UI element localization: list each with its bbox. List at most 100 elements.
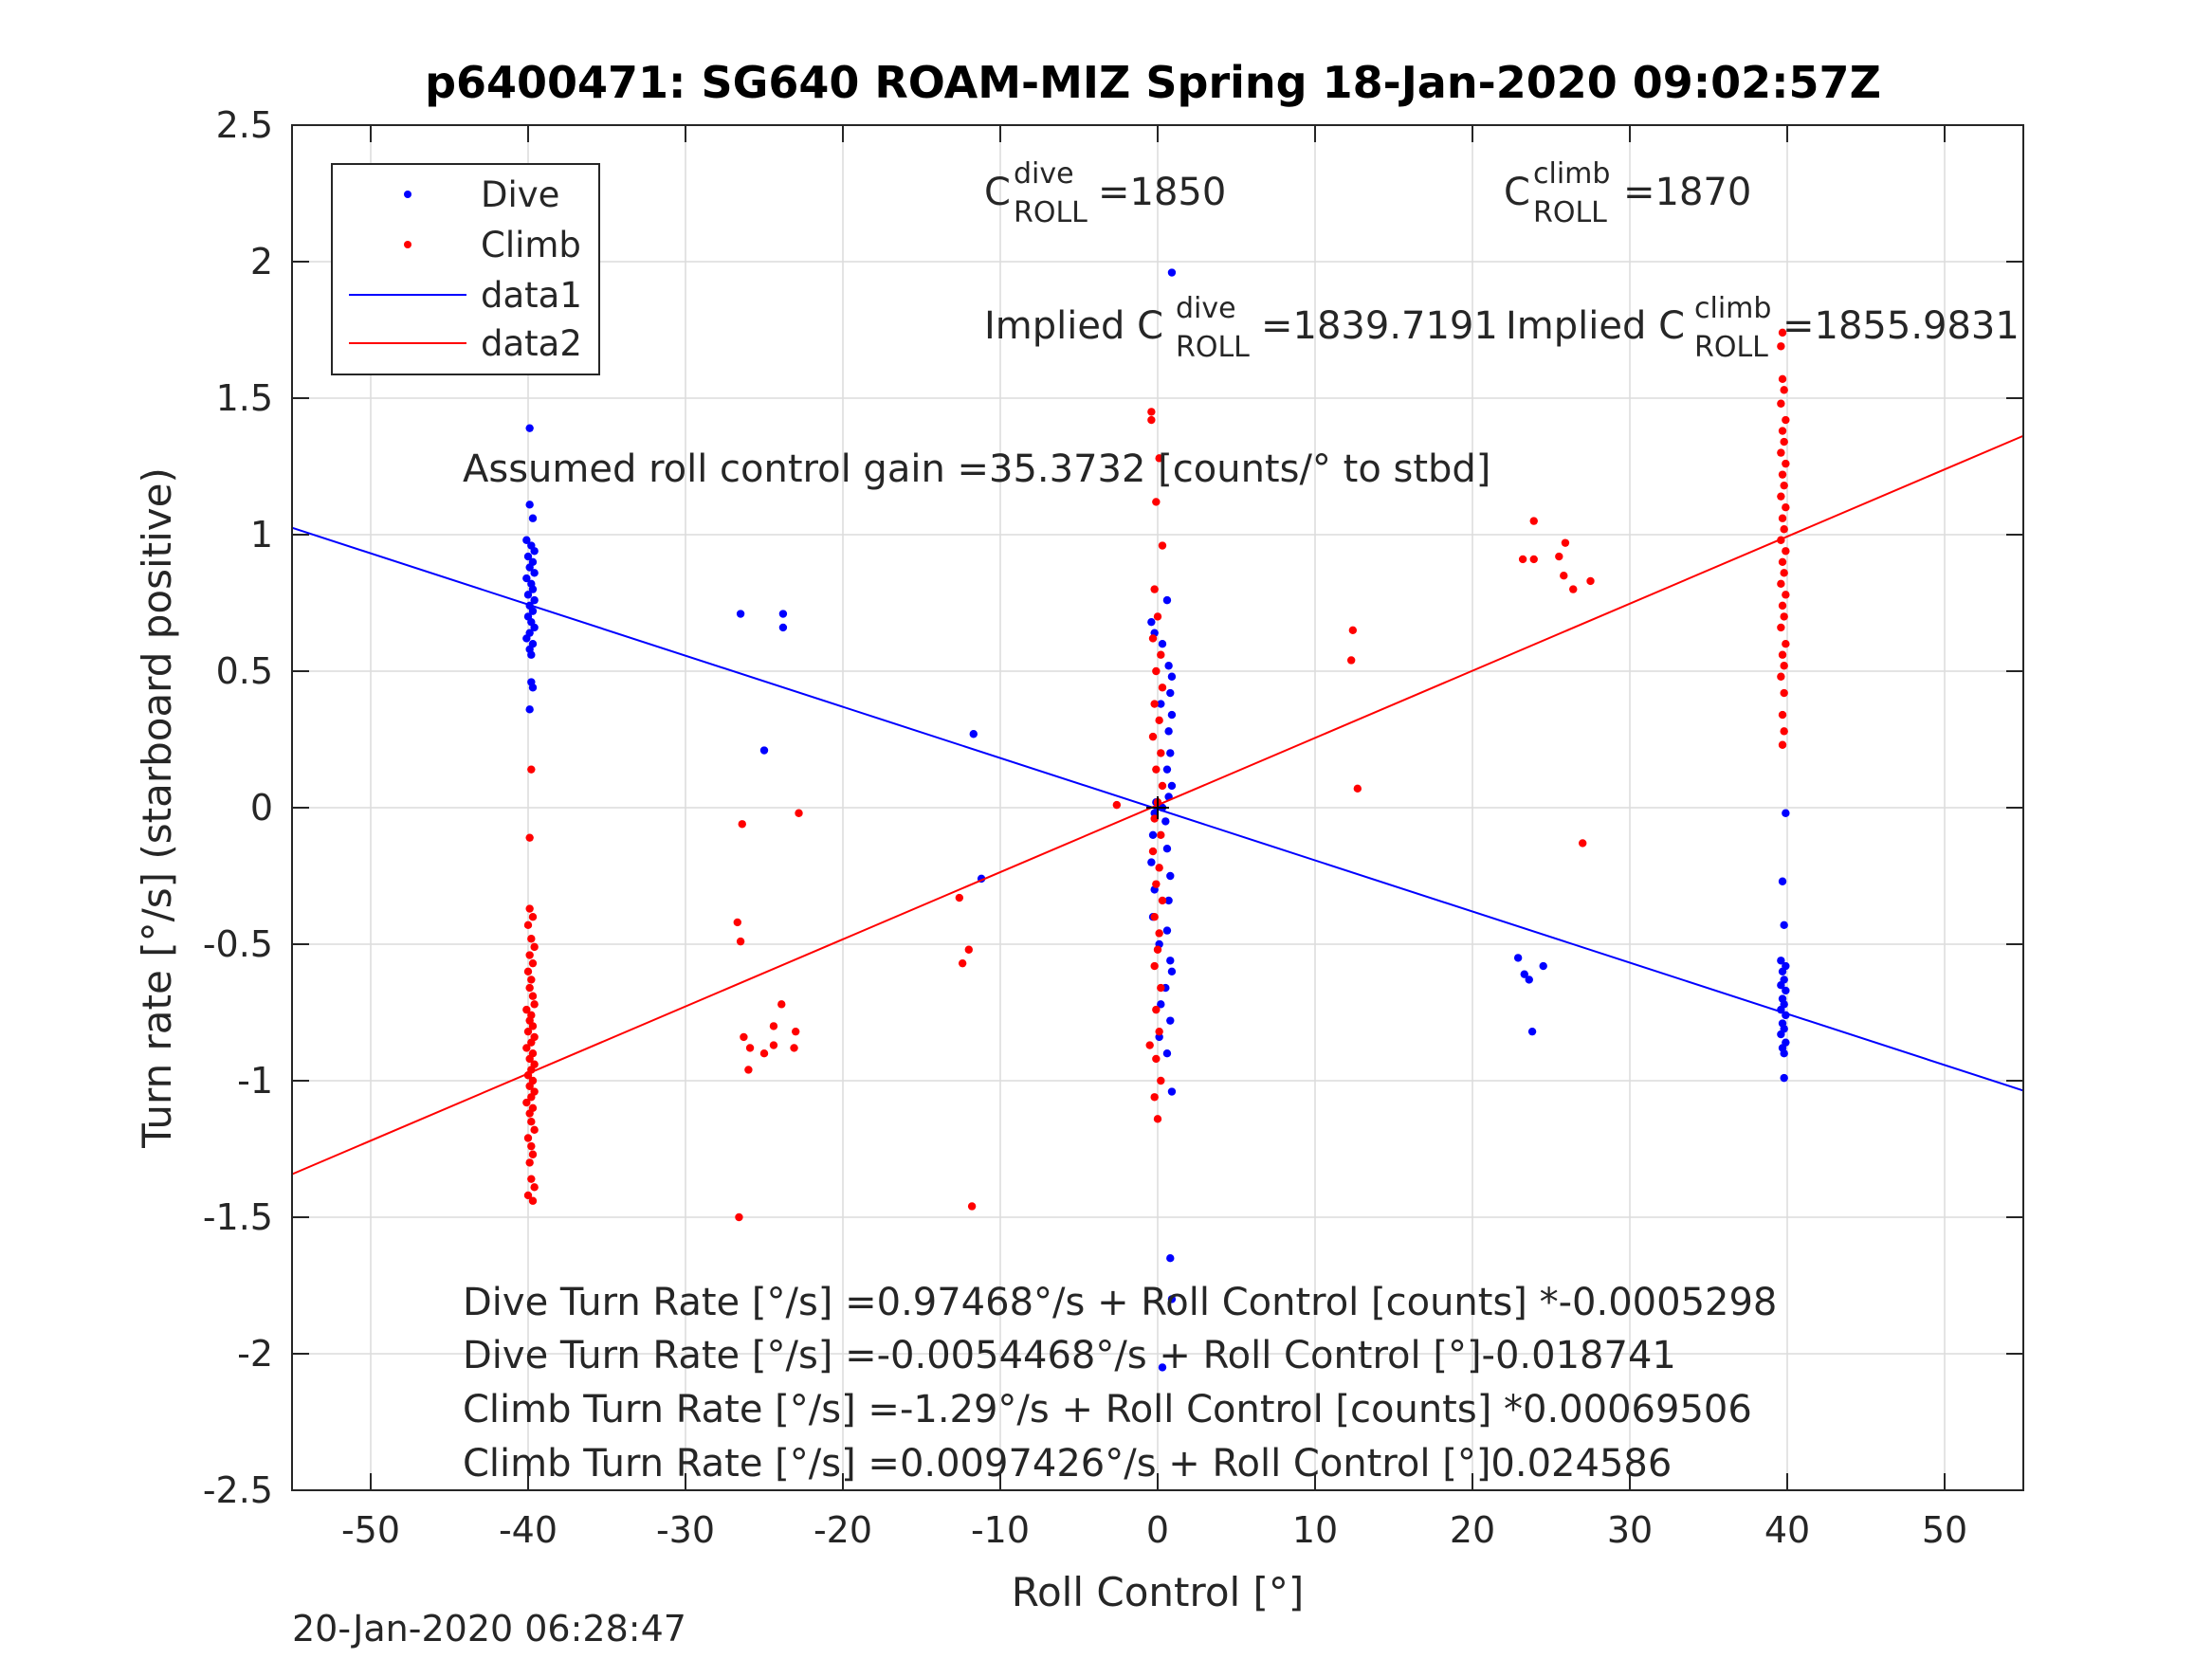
dive-point	[530, 547, 539, 556]
dive-point	[1782, 986, 1790, 995]
dive-point	[528, 684, 538, 692]
x-tick-label: 20	[1450, 1509, 1495, 1551]
climb-point	[1152, 666, 1161, 676]
dive-point	[969, 730, 978, 738]
climb-point	[1782, 547, 1790, 556]
climb-point	[1158, 684, 1167, 692]
y-tick-label: 0	[250, 787, 273, 829]
climb-point	[1150, 700, 1159, 708]
legend-climb-label: Climb	[481, 225, 581, 265]
dive-point	[1164, 896, 1173, 905]
dive-point	[1157, 1000, 1165, 1009]
climb-point	[1780, 437, 1788, 447]
dive-point	[522, 634, 531, 643]
dive-point	[522, 574, 531, 583]
climb-point	[1112, 800, 1122, 810]
climb-point	[1777, 342, 1785, 351]
dive-point	[1513, 954, 1523, 962]
climb-point	[1529, 517, 1538, 525]
dive-point	[530, 595, 539, 605]
climb-point	[1778, 328, 1787, 337]
climb-point	[527, 1038, 536, 1047]
climb-point	[525, 833, 534, 842]
implied-dive-prefix: Implied C	[984, 304, 1163, 348]
x-tick-label: -40	[499, 1509, 558, 1551]
dive-point	[1150, 809, 1159, 817]
dive-point	[1167, 781, 1177, 791]
climb-point	[1150, 1093, 1159, 1102]
climb-point	[735, 1212, 743, 1222]
climb-point	[1152, 880, 1161, 888]
dive-point	[525, 705, 534, 714]
gain-annotation: Assumed roll control gain =35.3732 [coun…	[463, 447, 1490, 491]
equation-climb-degrees: Climb Turn Rate [°/s] =0.0097426°/s + Ro…	[463, 1442, 1672, 1486]
y-tick-label: -0.5	[203, 923, 273, 965]
climb-point	[528, 1022, 538, 1030]
equation-climb-counts: Climb Turn Rate [°/s] =-1.29°/s + Roll C…	[463, 1388, 1752, 1431]
climb-point	[530, 1000, 539, 1009]
climb-point	[1529, 555, 1538, 564]
x-axis-label: Roll Control [°]	[1012, 1569, 1305, 1615]
climb-point	[530, 942, 539, 952]
climb-point	[1157, 650, 1165, 659]
climb-point	[1569, 585, 1578, 593]
dive-point	[1167, 268, 1177, 277]
dive-point	[1158, 640, 1167, 648]
dive-point	[1162, 926, 1172, 935]
dive-point	[527, 650, 536, 659]
implied-dive-sub: ROLL	[1176, 331, 1250, 364]
implied-climb-value: =1855.9831	[1782, 304, 2020, 348]
climb-point	[1348, 626, 1358, 634]
y-tick-label: 2.5	[216, 104, 273, 146]
dive-point	[1777, 981, 1785, 990]
climb-point	[1561, 538, 1570, 547]
climb-point	[523, 1134, 533, 1142]
y-tick-labels: -2.5 -2 -1.5 -1 -0.5 0 0.5 1 1.5 2 2.5	[203, 104, 273, 1511]
climb-point	[1586, 576, 1595, 586]
legend: Dive Climb data1 data2	[331, 163, 600, 375]
dive-point	[1162, 1049, 1172, 1058]
dive-point	[525, 501, 534, 509]
c-climb-annotation: C climb ROLL =1870	[1504, 157, 1751, 229]
climb-point	[1777, 672, 1785, 681]
dive-point	[1148, 830, 1158, 839]
climb-point	[1155, 1027, 1163, 1036]
climb-point	[967, 1202, 977, 1211]
dive-point	[523, 552, 533, 561]
dive-point	[1166, 957, 1175, 965]
climb-point	[1777, 492, 1785, 501]
dive-point	[1167, 672, 1177, 681]
climb-point	[1157, 1076, 1165, 1085]
climb-point	[958, 958, 967, 968]
legend-dive-label: Dive	[481, 174, 559, 215]
y-tick-label: 0.5	[216, 650, 273, 692]
dive-point	[1147, 858, 1156, 866]
legend-box	[331, 163, 600, 375]
climb-point	[530, 1125, 539, 1135]
dive-point	[1520, 970, 1528, 978]
climb-point	[769, 1041, 778, 1049]
climb-point	[525, 1082, 534, 1090]
climb-point	[1147, 408, 1156, 416]
c-climb-value: =1870	[1623, 171, 1751, 214]
climb-point	[1777, 623, 1785, 632]
dive-point	[522, 536, 531, 544]
dive-point	[1167, 1087, 1177, 1096]
climb-point	[790, 1044, 798, 1052]
y-tick-label: -1.5	[203, 1196, 273, 1238]
x-tick-label: -10	[971, 1509, 1030, 1551]
dive-point	[1782, 809, 1790, 817]
dive-point	[1158, 1363, 1167, 1372]
timestamp: 20-Jan-2020 06:28:47	[292, 1608, 686, 1650]
climb-point	[1782, 503, 1790, 512]
dive-point	[1167, 967, 1177, 975]
climb-point	[1150, 585, 1159, 593]
y-tick-label: -1	[237, 1060, 273, 1102]
c-dive-value: =1850	[1098, 171, 1226, 214]
implied-climb-sup: climb	[1694, 292, 1771, 325]
climb-point	[1158, 896, 1167, 905]
implied-climb-prefix: Implied C	[1506, 304, 1685, 348]
y-tick-label: 1.5	[216, 377, 273, 419]
climb-point	[1778, 740, 1787, 749]
climb-point	[525, 904, 534, 913]
